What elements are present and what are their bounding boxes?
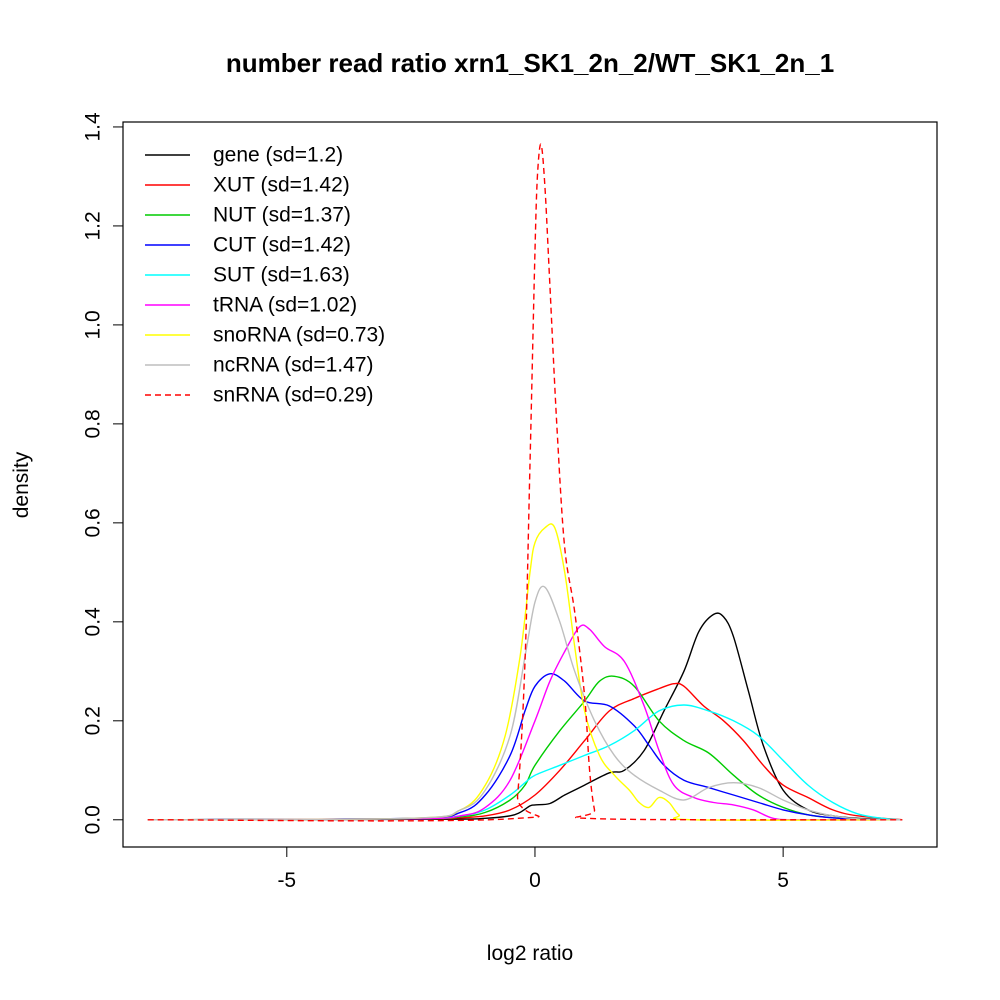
series-line-6 [147,523,903,821]
chart-title: number read ratio xrn1_SK1_2n_2/WT_SK1_2… [226,48,834,78]
y-tick-label-0: 0.0 [82,805,105,834]
x-axis: -5 0 5 [277,846,789,892]
x-tick-label-2: 5 [777,869,789,892]
y-tick-label-1: 0.2 [82,706,105,735]
y-axis-label: density [10,451,33,518]
legend-label-6: snoRNA (sd=0.73) [213,324,385,347]
y-tick-label-7: 1.4 [82,112,105,142]
legend-label-4: SUT (sd=1.63) [213,264,350,287]
legend-label-8: snRNA (sd=0.29) [213,384,374,407]
series-line-1 [147,682,903,821]
series-line-3 [147,673,903,821]
legend-label-2: NUT (sd=1.37) [213,204,351,227]
legend-label-7: ncRNA (sd=1.47) [213,354,374,377]
y-tick-label-3: 0.6 [82,508,105,537]
y-axis: 0.0 0.2 0.4 0.6 0.8 1.0 1.2 1.4 [82,112,124,834]
legend: gene (sd=1.2) XUT (sd=1.42) NUT (sd=1.37) C… [145,144,385,407]
y-tick-label-4: 0.8 [82,409,105,438]
legend-label-3: CUT (sd=1.42) [213,234,351,257]
y-tick-label-2: 0.4 [82,607,105,637]
y-tick-label-5: 1.0 [82,310,105,339]
y-tick-label-6: 1.2 [82,211,105,240]
legend-label-5: tRNA (sd=1.02) [213,294,357,317]
series-line-7 [147,585,903,821]
series-line-8 [147,143,903,822]
x-tick-label-0: -5 [277,869,296,892]
series-line-4 [147,704,903,821]
series-line-2 [147,675,903,821]
series-line-0 [147,612,903,821]
series-layer [147,143,903,822]
series-line-5 [147,624,903,821]
legend-label-1: XUT (sd=1.42) [213,174,350,197]
legend-label-0: gene (sd=1.2) [213,144,343,167]
x-axis-label: log2 ratio [487,942,573,965]
x-tick-label-1: 0 [529,869,541,892]
